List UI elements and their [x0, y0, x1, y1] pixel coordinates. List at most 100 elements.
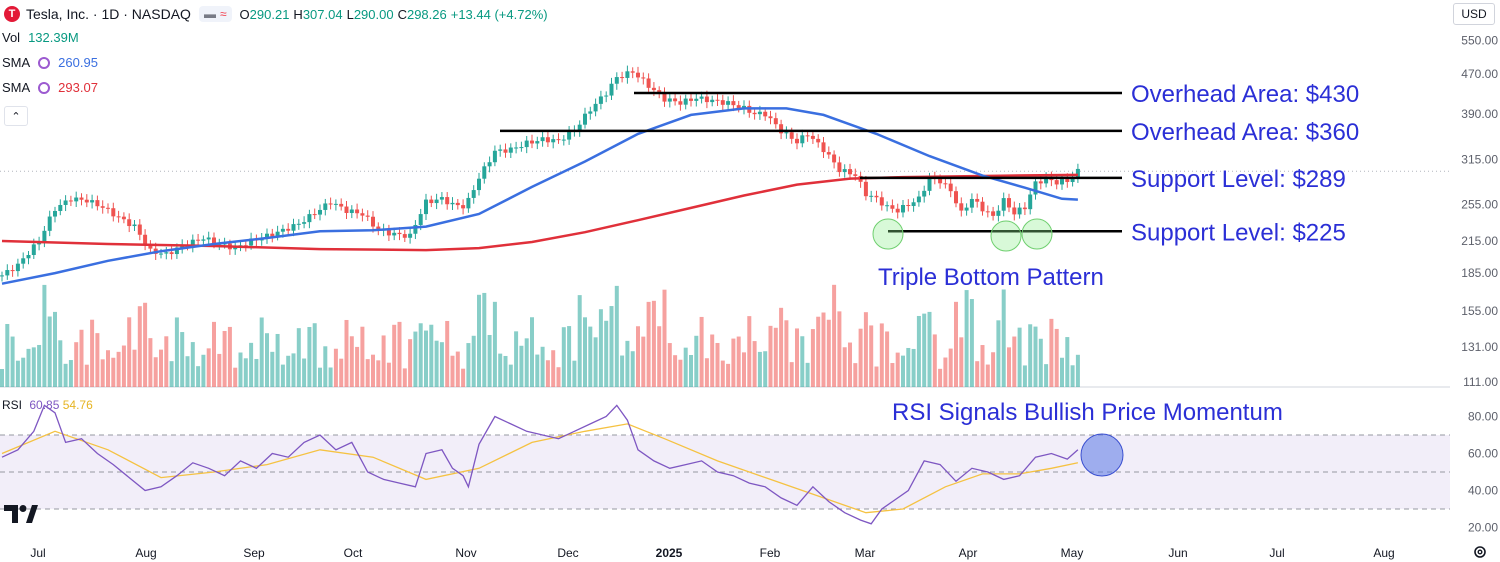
sma-fast-legend[interactable]: SMA 260.95 [2, 55, 98, 70]
candle-body [879, 197, 884, 206]
volume-bar [720, 360, 725, 387]
candle-body [487, 162, 492, 167]
candle-body [79, 197, 84, 200]
rsi-axis-label: 20.00 [1468, 521, 1498, 535]
sma-slow-legend[interactable]: SMA 293.07 [2, 80, 98, 95]
candle-body [429, 199, 434, 204]
wave-toggle-icon[interactable]: ≈ [219, 7, 227, 21]
time-axis-label: Aug [1373, 546, 1394, 560]
candle-body [466, 197, 471, 209]
candle-body [795, 138, 799, 144]
volume-bar [890, 363, 895, 387]
candle-body [816, 138, 821, 143]
candle-body [842, 169, 847, 173]
candle-body [567, 131, 572, 140]
collapse-legend-button[interactable]: ⌃ [4, 106, 28, 126]
candle-body [540, 137, 545, 142]
volume-bar [127, 317, 132, 387]
candle-body [763, 111, 768, 117]
time-axis-label: May [1061, 546, 1084, 560]
price-axis-label: 215.00 [1461, 234, 1498, 248]
volume-bar [201, 354, 206, 387]
volume-bar [270, 351, 275, 387]
volume-bar [1075, 354, 1080, 387]
volume-bar [1070, 365, 1075, 387]
candle-body [5, 270, 10, 276]
level-label: Overhead Area: $430 [1131, 81, 1359, 108]
volume-bar [763, 351, 768, 387]
volume-bar [540, 346, 545, 387]
candle-body [439, 197, 444, 200]
candle-body [885, 205, 890, 207]
candle-body [922, 190, 927, 197]
candle-body [863, 181, 868, 197]
volume-bar [0, 369, 4, 387]
volume-bar [535, 354, 540, 387]
volume-bar [386, 362, 391, 387]
volume-bar [667, 343, 672, 387]
volume-bar [588, 326, 593, 387]
volume-bar [561, 327, 566, 387]
candle-body [95, 200, 100, 207]
volume-bar [519, 345, 524, 387]
volume-bar [954, 301, 958, 387]
volume-bar [10, 336, 15, 387]
candle-body [959, 203, 964, 211]
volume-bar [673, 355, 678, 387]
volume-bar [53, 311, 57, 387]
time-axis-label: Aug [135, 546, 156, 560]
candle-body [418, 214, 423, 225]
rsi-annotation: RSI Signals Bullish Price Momentum [892, 399, 1283, 426]
candle-body [100, 206, 105, 208]
time-axis-label: Feb [760, 546, 781, 560]
gear-icon[interactable] [1472, 544, 1488, 560]
candle-body [996, 210, 1001, 216]
volume-bar [302, 358, 307, 387]
currency-button[interactable]: USD [1453, 3, 1495, 25]
volume-bar [79, 329, 84, 387]
time-axis-label: Apr [959, 546, 978, 560]
ohlc-change: +13.44 (+4.72%) [450, 6, 548, 22]
triple-bottom-marker [990, 220, 1022, 252]
symbol-title[interactable]: Tesla, Inc. · 1D · NASDAQ [26, 6, 191, 22]
volume-bar [227, 326, 232, 387]
candle-body [68, 200, 73, 202]
line-toggle-icon[interactable]: ▬ [203, 7, 216, 21]
candle-body [1070, 176, 1075, 183]
candle-body [164, 252, 169, 254]
sma-fast-line [1, 107, 1078, 285]
candle-body [636, 72, 640, 78]
candle-body [789, 132, 794, 139]
candle-body [561, 139, 566, 141]
volume-bar [116, 351, 121, 387]
volume-bar [747, 316, 752, 387]
candle-body [826, 152, 831, 155]
volume-bar [916, 315, 921, 387]
volume-bar [779, 307, 784, 387]
sma-settings-icon[interactable] [38, 81, 51, 94]
candle-body [53, 210, 57, 217]
candle-body [333, 203, 338, 205]
volume-bar [805, 362, 810, 387]
rsi-axis-label: 80.00 [1468, 410, 1498, 424]
tradingview-logo-icon[interactable] [4, 505, 38, 523]
volume-bar [694, 335, 699, 387]
candle-body [1001, 198, 1006, 211]
volume-bar [206, 348, 211, 387]
vol-label: Vol [2, 30, 21, 45]
volume-bar [461, 368, 466, 387]
candle-body [424, 199, 428, 215]
volume-bar [1044, 364, 1049, 387]
volume-bar [42, 284, 47, 387]
candle-body [132, 224, 137, 227]
rsi-legend[interactable]: RSI 60.85 54.76 [2, 398, 93, 412]
sma-settings-icon[interactable] [38, 56, 51, 69]
candle-body [498, 149, 503, 151]
volume-legend[interactable]: Vol 132.39M [2, 30, 79, 45]
candle-body [641, 77, 646, 79]
chart-type-toggle[interactable]: ▬ ≈ [198, 6, 232, 22]
chevron-up-icon[interactable]: ⌃ [11, 110, 21, 123]
volume-bar [90, 319, 95, 387]
rsi-ma-line [1, 423, 1079, 514]
